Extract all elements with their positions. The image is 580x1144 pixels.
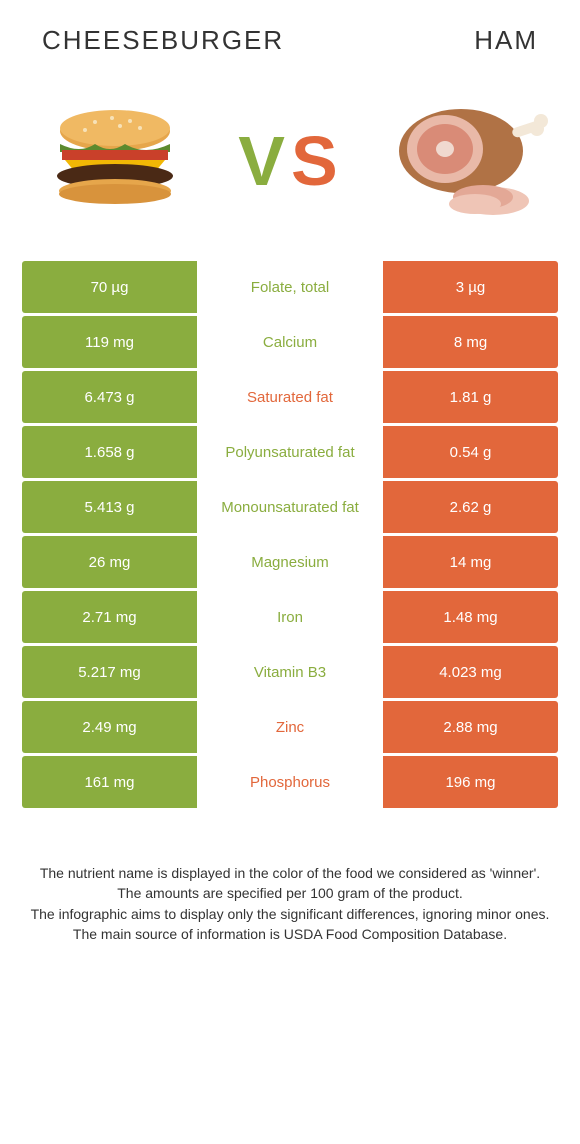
comparison-table: 70 µgFolate, total3 µg119 mgCalcium8 mg6…: [22, 261, 558, 808]
value-left: 6.473 g: [22, 371, 197, 423]
title-right: HAM: [474, 25, 538, 56]
header-row: CHEESEBURGER HAM: [22, 10, 558, 86]
nutrient-label: Phosphorus: [197, 756, 383, 808]
nutrient-label: Folate, total: [197, 261, 383, 313]
footer-line-3: The infographic aims to display only the…: [27, 904, 553, 924]
infographic-container: CHEESEBURGER HAM VS: [0, 0, 580, 974]
nutrient-label: Vitamin B3: [197, 646, 383, 698]
value-right: 0.54 g: [383, 426, 558, 478]
table-row: 2.71 mgIron1.48 mg: [22, 591, 558, 643]
table-row: 26 mgMagnesium14 mg: [22, 536, 558, 588]
value-left: 5.413 g: [22, 481, 197, 533]
table-row: 119 mgCalcium8 mg: [22, 316, 558, 368]
value-right: 8 mg: [383, 316, 558, 368]
vs-v: V: [238, 121, 289, 201]
value-right: 1.81 g: [383, 371, 558, 423]
table-row: 5.217 mgVitamin B34.023 mg: [22, 646, 558, 698]
value-left: 1.658 g: [22, 426, 197, 478]
table-row: 6.473 gSaturated fat1.81 g: [22, 371, 558, 423]
value-left: 161 mg: [22, 756, 197, 808]
footer-line-2: The amounts are specified per 100 gram o…: [27, 883, 553, 903]
value-right: 14 mg: [383, 536, 558, 588]
nutrient-label: Calcium: [197, 316, 383, 368]
cheeseburger-icon: [32, 96, 197, 226]
nutrient-label: Saturated fat: [197, 371, 383, 423]
value-right: 2.62 g: [383, 481, 558, 533]
vs-row: VS: [22, 86, 558, 261]
value-right: 4.023 mg: [383, 646, 558, 698]
table-row: 2.49 mgZinc2.88 mg: [22, 701, 558, 753]
nutrient-label: Magnesium: [197, 536, 383, 588]
value-left: 119 mg: [22, 316, 197, 368]
value-left: 26 mg: [22, 536, 197, 588]
nutrient-label: Monounsaturated fat: [197, 481, 383, 533]
footer-notes: The nutrient name is displayed in the co…: [22, 808, 558, 954]
value-right: 196 mg: [383, 756, 558, 808]
value-left: 5.217 mg: [22, 646, 197, 698]
ham-icon: [383, 96, 548, 226]
value-left: 2.71 mg: [22, 591, 197, 643]
table-row: 5.413 gMonounsaturated fat2.62 g: [22, 481, 558, 533]
table-row: 70 µgFolate, total3 µg: [22, 261, 558, 313]
nutrient-label: Iron: [197, 591, 383, 643]
footer-line-1: The nutrient name is displayed in the co…: [27, 863, 553, 883]
table-row: 1.658 gPolyunsaturated fat0.54 g: [22, 426, 558, 478]
title-left: CHEESEBURGER: [42, 25, 284, 56]
value-left: 70 µg: [22, 261, 197, 313]
value-left: 2.49 mg: [22, 701, 197, 753]
value-right: 3 µg: [383, 261, 558, 313]
value-right: 1.48 mg: [383, 591, 558, 643]
vs-label: VS: [238, 121, 341, 201]
footer-line-4: The main source of information is USDA F…: [27, 924, 553, 944]
nutrient-label: Zinc: [197, 701, 383, 753]
value-right: 2.88 mg: [383, 701, 558, 753]
vs-s: S: [291, 121, 342, 201]
nutrient-label: Polyunsaturated fat: [197, 426, 383, 478]
table-row: 161 mgPhosphorus196 mg: [22, 756, 558, 808]
